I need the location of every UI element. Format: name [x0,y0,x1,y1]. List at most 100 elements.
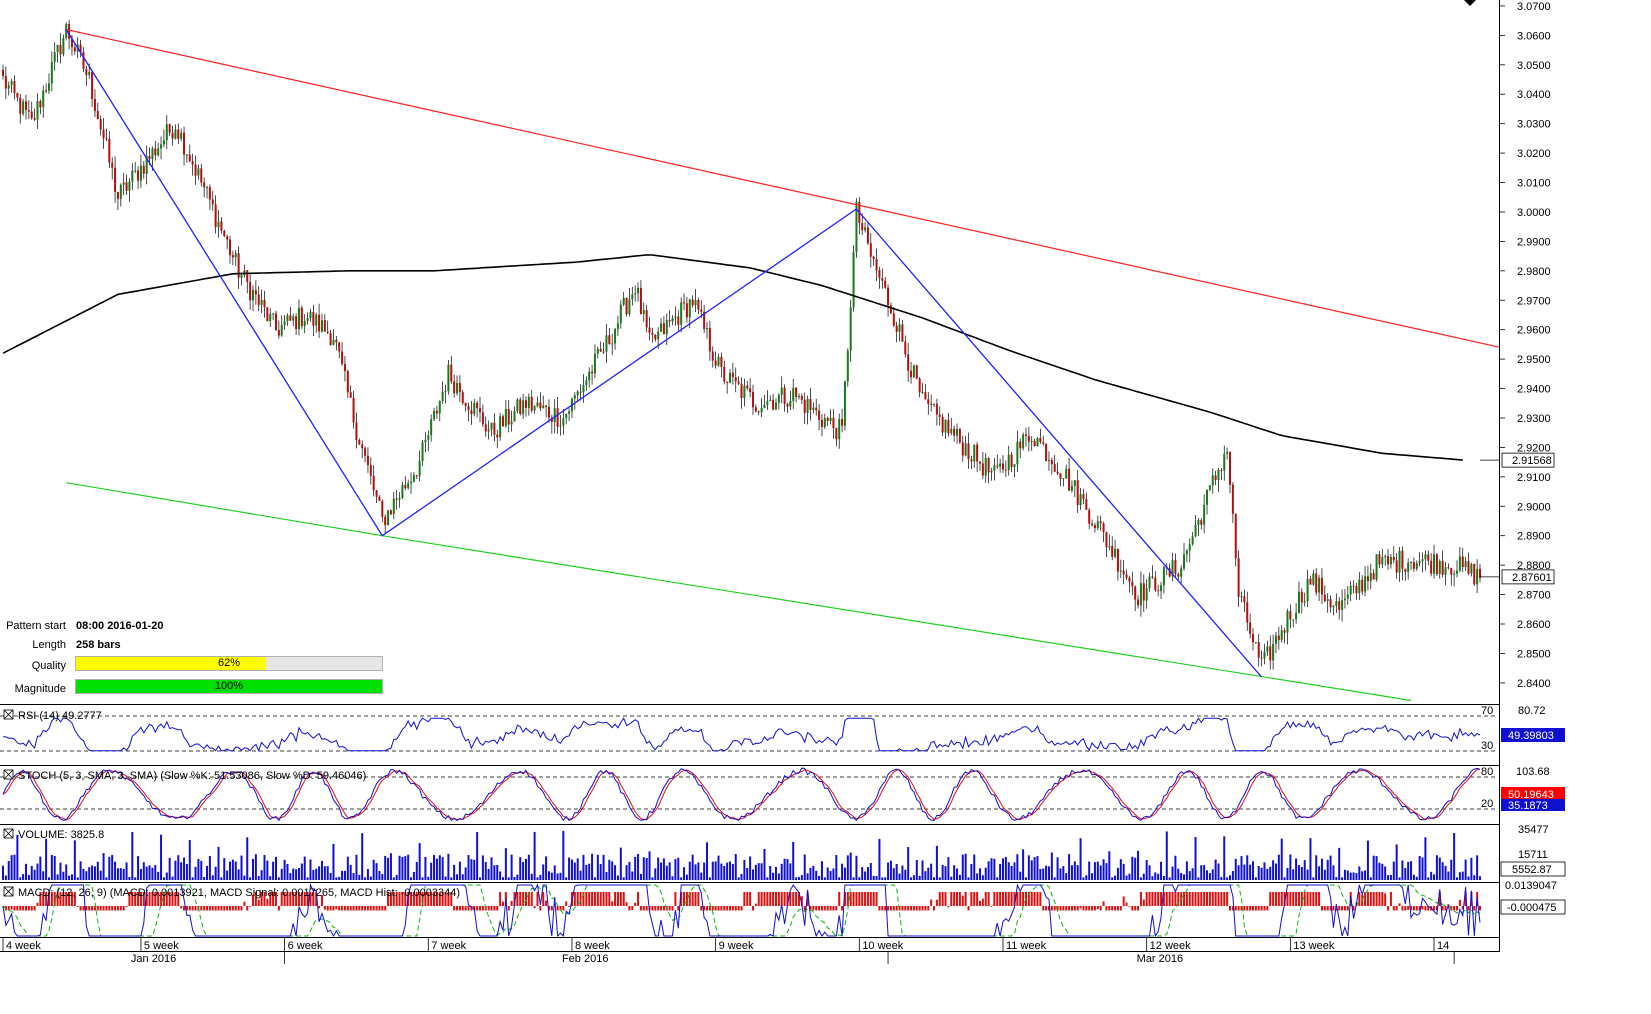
candle-body [800,395,803,400]
macd-hist-bar [979,900,982,906]
macd-hist-bar [183,906,186,911]
macd-hist-bar [16,906,19,911]
macd-hist-bar [1234,906,1237,911]
candle-body [924,392,927,400]
macd-hist-bar [795,892,798,906]
candle-body [410,481,413,484]
rsi-label: RSI (14) 49.2777 [18,710,102,722]
candle-body [1119,570,1122,572]
volume-bar [1430,871,1433,880]
macd-hist-bar [996,892,999,906]
candle-body [318,314,321,332]
macd-hist-bar [1047,906,1050,911]
macd-hist-bar [1461,906,1464,910]
candle-body [1050,460,1053,465]
candle-body [864,227,867,231]
volume-bar [628,861,631,880]
volume-bar [843,867,846,880]
candle-body [45,90,48,92]
volume-bar [1458,872,1461,880]
macd-hist-bar [1453,906,1456,911]
macd-hist-bar [111,906,114,911]
macd-hist-bar [1392,906,1395,911]
volume-bar [631,871,634,880]
candle-body [114,167,117,192]
candle-body [1162,566,1165,586]
macd-hist-bar [364,906,367,911]
volume-bar [108,856,111,880]
stoch-level-80-label: 80 [1481,766,1493,778]
volume-bar [289,873,292,880]
macd-hist-bar [1323,906,1326,911]
macd-hist-bar [892,906,895,911]
volume-bar [795,877,798,880]
volume-bar [456,874,459,880]
volume-bar [183,857,186,880]
volume-bar [430,862,433,880]
macd-hist-bar [404,892,407,906]
volume-bar [461,874,464,880]
volume-bar [820,861,823,880]
volume-bar [1188,871,1191,880]
price-tick-label: 3.0300 [1517,119,1551,131]
macd-hist-bar [1332,906,1335,911]
macd-hist-bar [1364,892,1367,906]
macd-hist-bar [1272,892,1275,906]
volume-bar [769,865,772,880]
candle-body [185,154,188,156]
candle-body [309,311,312,319]
quality-label: Quality [31,660,66,672]
macd-hist-bar [1237,906,1240,911]
candle-body [898,324,901,332]
month-label: Feb 2016 [562,953,608,965]
scroll-marker-icon[interactable] [1464,0,1476,6]
candle-body [1185,550,1188,555]
macd-hist-bar [352,906,355,911]
volume-bar [726,862,729,880]
candle-body [1332,605,1335,608]
volume-bar [1389,874,1392,880]
macd-hist-bar [1309,892,1312,906]
volume-bar [211,875,214,880]
volume-bar [619,847,622,880]
candle-body [731,372,734,378]
macd-hist-bar [1013,892,1016,906]
candle-body [116,191,119,199]
volume-bar [479,877,482,880]
macd-hist-bar [1070,906,1073,911]
macd-hist-bar [579,892,582,906]
candle-body [1309,578,1312,585]
macd-hist-bar [967,906,970,911]
volume-bar [427,876,430,880]
candle-body [1418,561,1421,564]
volume-bar [1384,866,1387,880]
volume-bar [401,856,404,880]
volume-bar [191,877,194,880]
macd-hist-bar [1387,906,1390,911]
macd-hist-bar [1148,892,1151,906]
macd-hist-bar [427,892,430,906]
volume-bar [864,871,867,880]
volume-bar [283,859,286,880]
volume-bar [1137,850,1140,880]
macd-hist-bar [1111,906,1114,911]
volume-bar [533,831,536,880]
macd-hist-bar [823,906,826,911]
pattern-info-panel: Pattern start 08:00 2016-01-20 Length 25… [0,615,390,700]
macd-hist-bar [430,892,433,906]
candle-body [835,428,838,440]
volume-bar [1068,854,1071,880]
macd-hist-bar [355,906,358,911]
candle-body [1427,554,1430,561]
candle-body [315,314,318,326]
macd-hist-bar [1358,892,1361,906]
candle-body [131,170,134,182]
candle-body [13,81,16,93]
volume-bar [303,856,306,880]
macd-hist-bar [122,906,125,911]
volume-bar [415,861,418,880]
volume-bar [898,873,901,880]
candle-body [1289,611,1292,620]
macd-hist-bar [1407,906,1410,910]
volume-bar [1220,877,1223,880]
